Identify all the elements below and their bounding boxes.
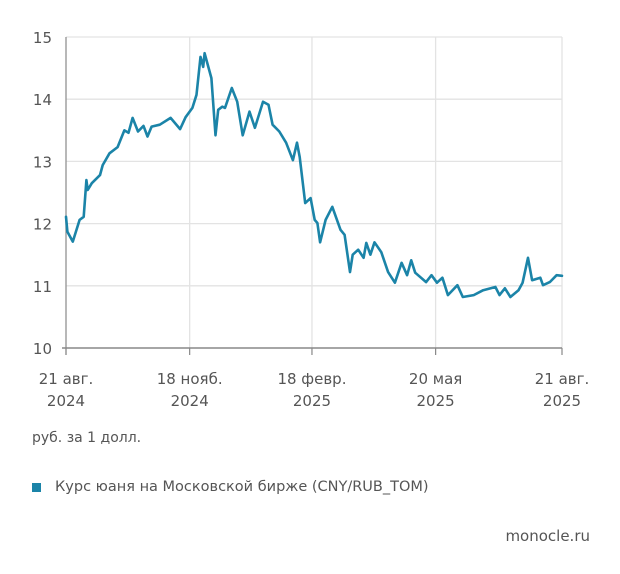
series-lines — [64, 51, 564, 299]
y-tick-label: 13 — [33, 153, 52, 171]
y-tick-label: 11 — [33, 278, 52, 296]
x-tick-label-year: 2025 — [543, 392, 581, 410]
x-tick-label: 20 мая — [409, 370, 462, 388]
y-tick-label: 12 — [33, 216, 52, 234]
legend: Курс юаня на Московской бирже (CNY/RUB_T… — [32, 479, 429, 495]
x-tick-label: 21 авг. — [39, 370, 94, 388]
legend-swatch — [32, 482, 41, 492]
x-tick-label: 18 февр. — [277, 370, 346, 388]
x-tick-label-year: 2024 — [47, 392, 85, 410]
x-tick-label-year: 2025 — [293, 392, 331, 410]
y-tick-label: 10 — [33, 340, 52, 358]
y-tick-label: 15 — [33, 29, 52, 47]
x-tick-label-year: 2024 — [171, 392, 209, 410]
axes — [62, 37, 563, 355]
y-unit-label: руб. за 1 долл. — [32, 430, 142, 446]
legend-label: Курс юаня на Московской бирже (CNY/RUB_T… — [55, 479, 429, 495]
series-line-cny-rub — [64, 51, 564, 299]
source-label: monocle.ru — [505, 527, 590, 545]
x-tick-label: 18 нояб. — [157, 370, 223, 388]
x-tick-label-year: 2025 — [417, 392, 455, 410]
x-tick-label: 21 авг. — [535, 370, 590, 388]
line-chart: 10 11 12 13 14 15 21 авг. 2024 18 нояб. 2024 18 фе… — [33, 29, 589, 410]
y-tick-label: 14 — [33, 91, 52, 109]
tick-labels: 10 11 12 13 14 15 21 авг. 2024 18 нояб. 2024 18 фе… — [33, 29, 589, 410]
grid — [66, 36, 563, 348]
